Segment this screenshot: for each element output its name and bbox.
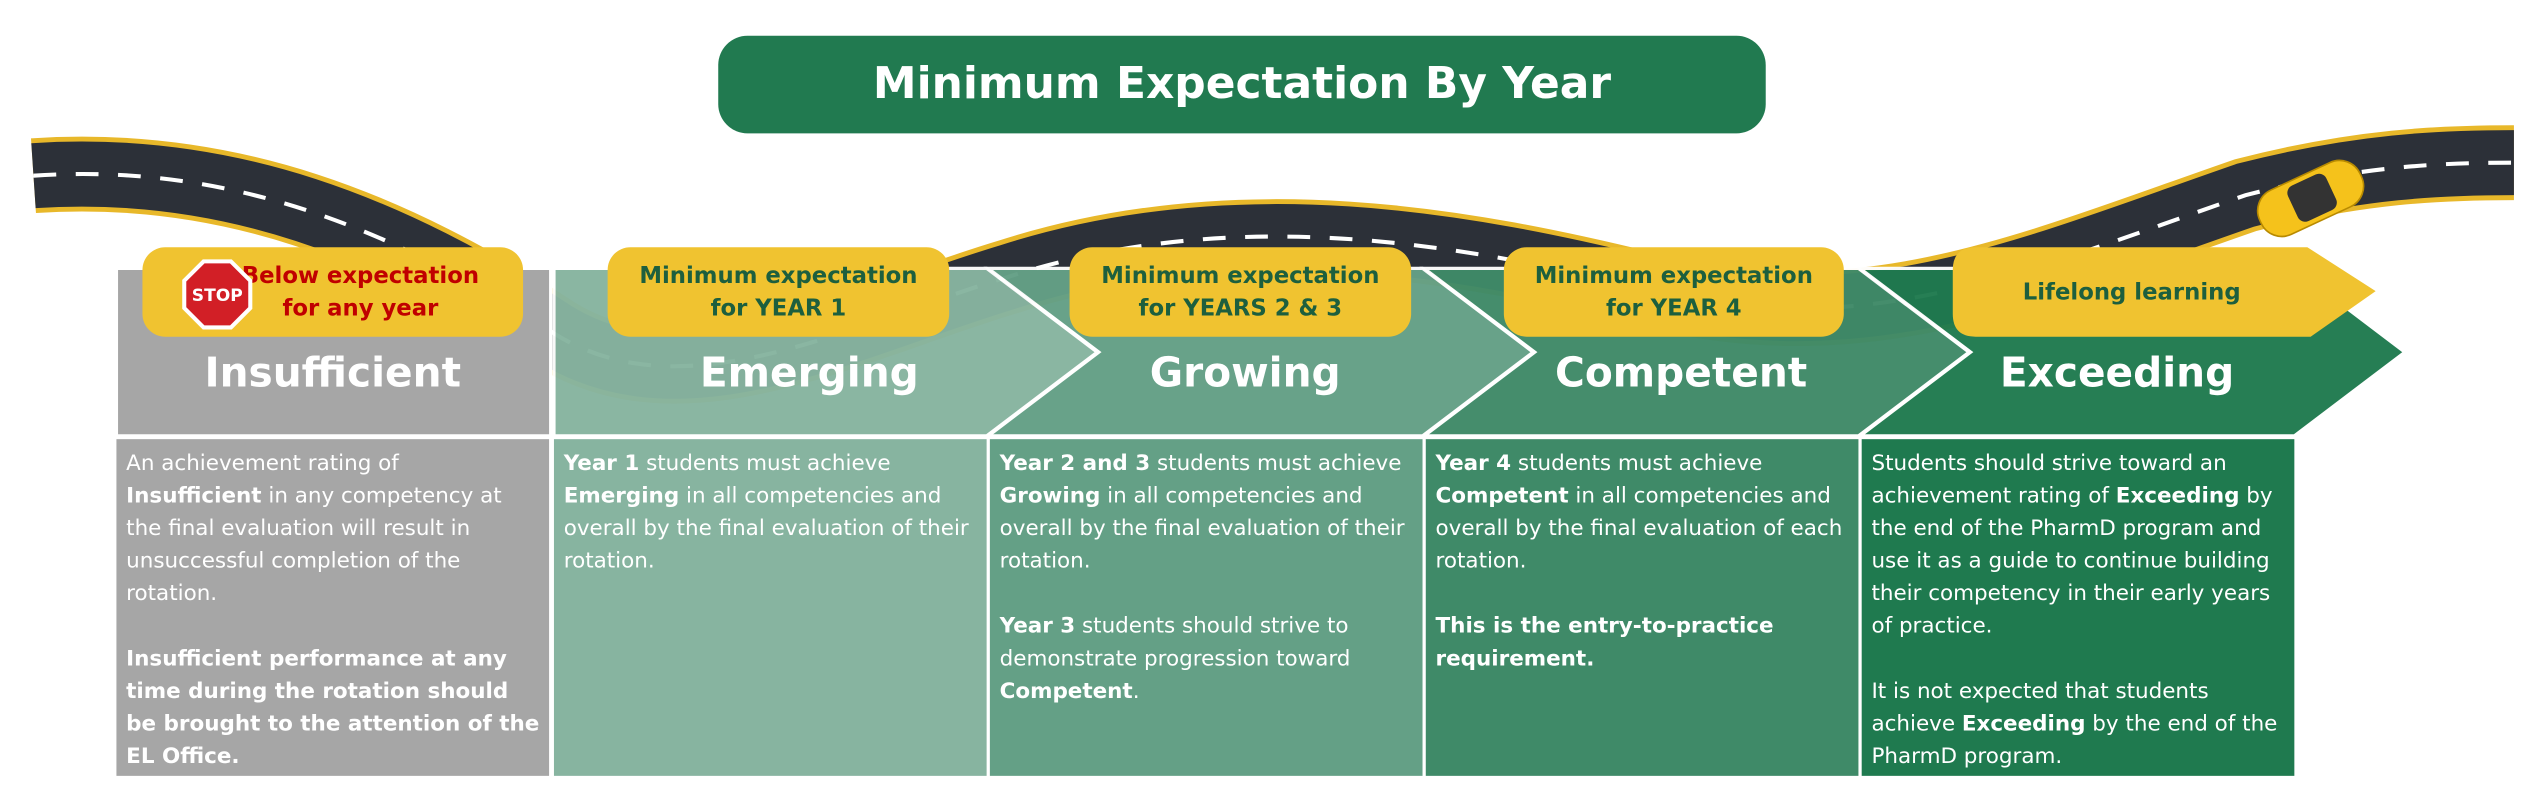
bold-text: Year 3 — [999, 614, 1076, 640]
bold-text: Insufficient — [126, 484, 262, 510]
badge-text: Minimum expectation — [639, 263, 917, 289]
bold-text: Competent — [999, 679, 1133, 705]
bold-text: Insufficient performance at any time dur… — [126, 647, 540, 770]
bold-text: Year 1 — [563, 452, 640, 477]
paragraph: Year 2 and 3 students must achieve Growi… — [1000, 449, 1413, 579]
description-text: Year 4 students must achieve Competent i… — [1426, 442, 1859, 775]
text: by the end of the PharmD program. — [1871, 712, 2278, 770]
stage-description: Year 1 students must achieve Emerging in… — [554, 442, 987, 775]
paragraph: Students should strive toward an achieve… — [1871, 449, 2284, 644]
bold-text: Exceeding — [2115, 484, 2240, 510]
badge: Minimum expectation for YEAR 4 — [1503, 247, 1844, 337]
paragraph: It is not expected that students achieve… — [1871, 677, 2284, 775]
text: Students should strive toward an achieve… — [1871, 452, 2227, 510]
badge-background — [607, 247, 950, 337]
description-text: An achievement rating of Insufficient in… — [116, 442, 549, 775]
paragraph: Year 4 students must achieve Competent i… — [1436, 449, 1849, 579]
paragraph: Year 3 students should strive to demonst… — [1000, 612, 1413, 710]
text: in any competency at the final evaluatio… — [126, 484, 502, 607]
title-background — [718, 35, 1766, 134]
text: in all competencies and overall by the f… — [999, 484, 1405, 575]
stage-description: Year 2 and 3 students must achieve Growi… — [990, 442, 1423, 775]
paragraph: Insufficient performance at any time dur… — [126, 644, 539, 774]
text: students must achieve — [639, 452, 891, 477]
text: in all competencies and overall by the f… — [1435, 484, 1843, 575]
stage-cell — [116, 439, 550, 776]
text: It is not expected that students achieve — [1871, 679, 2209, 737]
description-text: Year 2 and 3 students must achieve Growi… — [990, 442, 1423, 775]
badge-text: Minimum expectation — [1535, 263, 1813, 289]
text: students should strive to demonstrate pr… — [999, 614, 1351, 672]
stop-sign-text: STOP — [192, 286, 243, 306]
badge-text: Below expectation — [242, 263, 479, 289]
stage-name: Growing — [1150, 349, 1341, 397]
stage-cell — [553, 439, 987, 776]
badge-text: for YEARS 2 & 3 — [1139, 296, 1343, 322]
title: Minimum Expectation By Year — [873, 58, 1612, 109]
stage-description: Year 4 students must achieve Competent i… — [1426, 442, 1859, 775]
stage-description: Students should strive toward an achieve… — [1862, 442, 2295, 775]
badge: Minimum expectation for YEARS 2 & 3 — [1069, 247, 1412, 337]
badge: Lifelong learning — [1952, 247, 2376, 337]
bold-text: Growing — [999, 484, 1101, 510]
text: in all competencies and overall by the f… — [563, 484, 969, 575]
title-pill: Minimum Expectation By Year — [718, 35, 1766, 134]
stage-cell — [1861, 439, 2295, 776]
badge-text: Minimum expectation — [1101, 263, 1379, 289]
stage-name: Insufficient — [204, 349, 461, 397]
stage-cell — [989, 439, 1423, 776]
badge-arrow — [1952, 247, 2376, 337]
paragraph: This is the entry-to-practice requiremen… — [1436, 612, 1849, 677]
description-text: Students should strive toward an achieve… — [1862, 442, 2295, 775]
stage-name: Emerging — [700, 349, 919, 397]
bold-text: Competent — [1435, 484, 1569, 510]
badge-text: for any year — [282, 296, 439, 322]
badge-background — [1503, 247, 1844, 337]
badge-text: Lifelong learning — [2023, 279, 2241, 305]
text: . — [1132, 679, 1140, 705]
badge: Below expectation for any year STOP — [142, 247, 524, 337]
bold-text: Year 2 and 3 — [999, 452, 1151, 477]
stage-description: An achievement rating of Insufficient in… — [116, 442, 549, 775]
stage-cell — [1425, 439, 1859, 776]
badge: Minimum expectation for YEAR 1 — [607, 247, 950, 337]
stop-sign — [182, 259, 253, 330]
text: by the end of the PharmD program and use… — [1871, 484, 2273, 640]
badge-text: for YEAR 4 — [1606, 296, 1742, 322]
car — [2256, 159, 2365, 238]
stage-name: Exceeding — [2000, 349, 2234, 397]
badge-background — [1069, 247, 1412, 337]
badge-text: for YEAR 1 — [711, 296, 847, 322]
text: students must achieve — [1511, 452, 1763, 477]
stage-name: Competent — [1555, 349, 1807, 397]
bold-text: Emerging — [563, 484, 680, 510]
paragraph: Year 1 students must achieve Emerging in… — [564, 449, 977, 579]
description-text: Year 1 students must achieve Emerging in… — [554, 442, 987, 775]
bold-text: Year 4 — [1435, 452, 1512, 477]
text: students must achieve — [1150, 452, 1402, 477]
paragraph: An achievement rating of Insufficient in… — [126, 449, 539, 612]
text: An achievement rating of — [126, 452, 399, 477]
bold-text: This is the entry-to-practice requiremen… — [1435, 614, 1774, 672]
bold-text: Exceeding — [1961, 712, 2086, 737]
